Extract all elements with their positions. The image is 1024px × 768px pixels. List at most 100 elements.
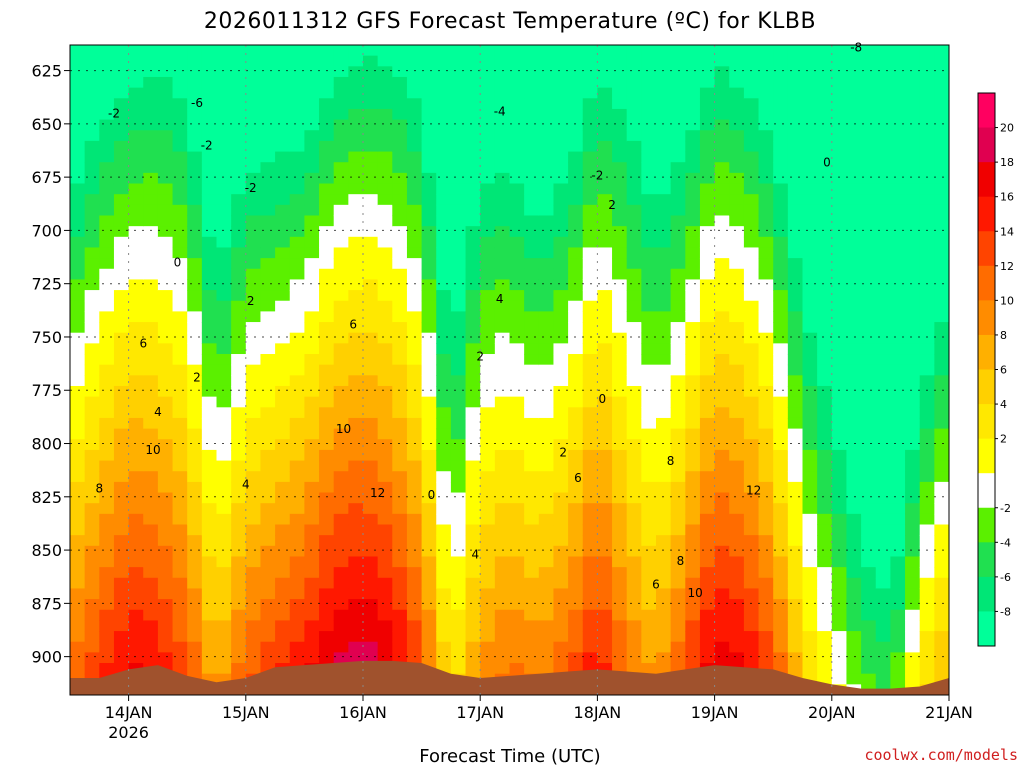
temperature-cell	[450, 364, 467, 376]
temperature-cell	[685, 332, 701, 344]
temperature-cell	[406, 588, 423, 600]
temperature-cell	[729, 513, 745, 526]
temperature-cell	[275, 204, 291, 217]
temperature-cell	[494, 343, 511, 355]
temperature-cell	[157, 66, 174, 78]
temperature-cell	[582, 354, 598, 366]
temperature-cell	[743, 407, 760, 419]
temperature-cell	[157, 332, 174, 344]
temperature-cell	[685, 439, 701, 451]
temperature-cell	[99, 417, 115, 430]
temperature-cell	[245, 620, 262, 632]
temperature-cell	[84, 396, 100, 408]
temperature-cell	[641, 652, 657, 664]
temperature-cell	[699, 215, 716, 227]
temperature-cell	[245, 236, 262, 249]
temperature-cell	[128, 140, 144, 153]
temperature-cell	[113, 535, 130, 547]
temperature-cell	[582, 492, 598, 504]
temperature-cell	[773, 460, 789, 472]
temperature-cell	[187, 151, 203, 163]
temperature-cell	[231, 641, 247, 653]
temperature-cell	[509, 162, 525, 174]
temperature-cell	[245, 609, 262, 622]
temperature-cell	[656, 343, 672, 355]
temperature-cell	[275, 322, 291, 334]
temperature-cell	[201, 620, 218, 632]
temperature-cell	[802, 588, 818, 600]
temperature-cell	[260, 439, 276, 451]
temperature-cell	[465, 641, 481, 653]
temperature-cell	[802, 556, 818, 568]
temperature-cell	[187, 108, 203, 121]
temperature-cell	[729, 417, 745, 430]
temperature-cell	[143, 108, 159, 121]
temperature-cell	[113, 87, 130, 99]
temperature-cell	[538, 268, 555, 281]
temperature-cell	[714, 215, 730, 227]
temperature-cell	[450, 45, 467, 57]
temperature-cell	[231, 577, 247, 590]
temperature-cell	[377, 535, 393, 547]
temperature-cell	[494, 428, 511, 440]
temperature-cell	[743, 471, 760, 483]
temperature-cell	[436, 140, 452, 153]
temperature-cell	[201, 354, 218, 366]
temperature-cell	[245, 481, 262, 494]
temperature-cell	[509, 663, 525, 675]
temperature-cell	[480, 567, 496, 579]
temperature-cell	[538, 556, 555, 568]
temperature-cell	[919, 76, 935, 89]
temperature-cell	[319, 599, 335, 611]
temperature-cell	[392, 492, 408, 504]
temperature-cell	[612, 439, 628, 451]
temperature-cell	[861, 76, 877, 89]
temperature-cell	[597, 439, 613, 451]
temperature-cell	[289, 66, 305, 78]
temperature-cell	[787, 300, 804, 312]
x-tick-label: 19JAN	[691, 703, 739, 722]
temperature-cell	[480, 215, 496, 227]
temperature-cell	[465, 439, 481, 451]
temperature-cell	[319, 130, 335, 142]
temperature-cell	[802, 567, 818, 579]
temperature-cell	[597, 407, 613, 419]
temperature-cell	[406, 151, 423, 163]
temperature-cell	[157, 226, 174, 238]
temperature-cell	[333, 215, 349, 227]
temperature-cell	[875, 55, 891, 67]
temperature-cell	[817, 354, 833, 366]
temperature-cell	[113, 290, 130, 302]
temperature-cell	[890, 87, 906, 99]
temperature-cell	[641, 396, 657, 408]
credit-text[interactable]: coolwx.com/models	[864, 746, 1018, 764]
temperature-cell	[231, 130, 247, 142]
temperature-cell	[377, 524, 393, 536]
temperature-cell	[861, 428, 877, 440]
temperature-cell	[641, 663, 657, 675]
temperature-cell	[890, 290, 906, 302]
temperature-cell	[99, 226, 115, 238]
temperature-cell	[524, 162, 540, 174]
temperature-cell	[304, 258, 320, 270]
temperature-cell	[714, 204, 730, 217]
temperature-cell	[436, 481, 452, 494]
temperature-cell	[787, 311, 804, 323]
temperature-cell	[553, 567, 569, 579]
temperature-cell	[699, 45, 716, 57]
temperature-cell	[699, 322, 716, 334]
temperature-cell	[113, 449, 130, 462]
temperature-cell	[729, 98, 745, 110]
temperature-cell	[319, 290, 335, 302]
temperature-cell	[538, 396, 555, 408]
temperature-cell	[509, 567, 525, 579]
temperature-cell	[187, 396, 203, 408]
temperature-cell	[875, 183, 891, 195]
temperature-cell	[113, 119, 130, 131]
temperature-cell	[773, 492, 789, 504]
temperature-cell	[773, 449, 789, 462]
temperature-cell	[553, 545, 569, 558]
temperature-cell	[773, 215, 789, 227]
temperature-cell	[70, 236, 86, 249]
temperature-cell	[187, 322, 203, 334]
